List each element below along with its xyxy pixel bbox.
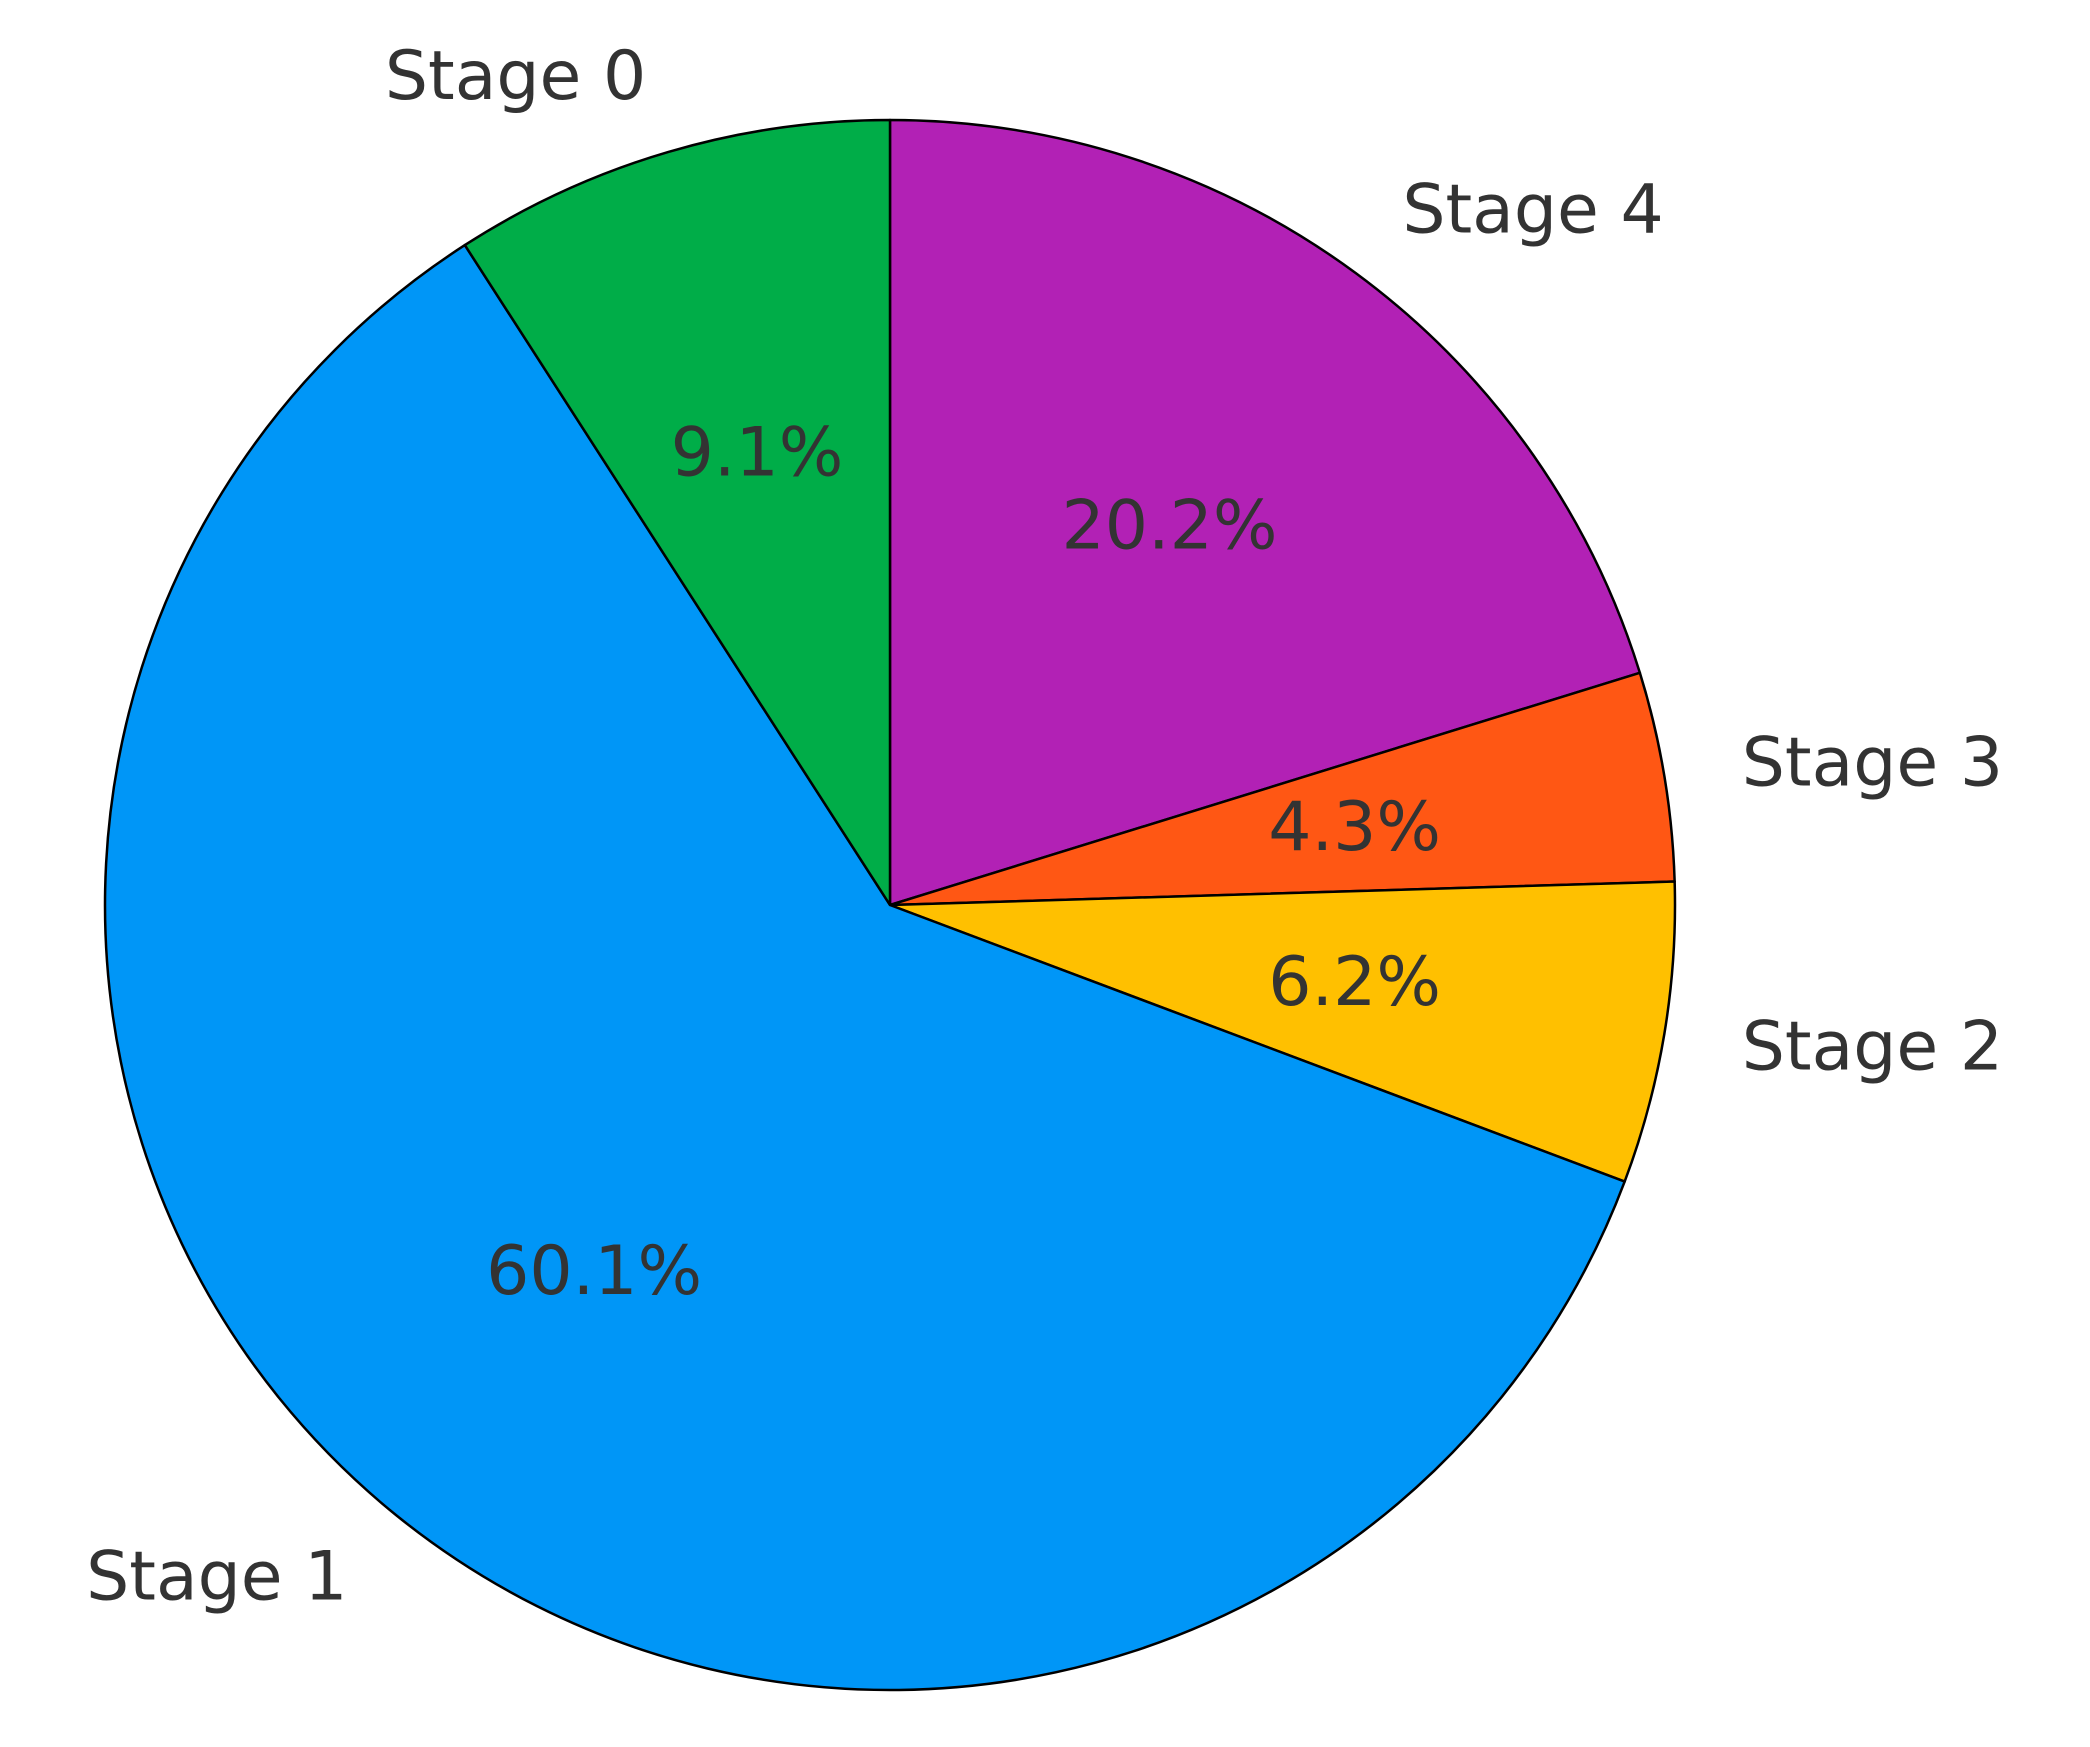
pie-slice-stage-0 [463,118,892,907]
percent-label-stage-4: 20.2% [1061,486,1277,565]
percent-label-stage-0: 9.1% [671,414,844,493]
category-label-stage-2: Stage 2 [1742,1007,2003,1086]
pie-slices [103,118,1677,1692]
percent-label-stage-1: 60.1% [486,1232,702,1311]
percent-label-stage-3: 4.3% [1268,788,1441,867]
category-label-stage-3: Stage 3 [1742,724,2003,803]
category-label-stage-0: Stage 0 [385,37,646,116]
pie-category-labels: Stage 4 Stage 3 Stage 2 Stage 1 Stage 0 [86,37,2003,1616]
category-label-stage-4: Stage 4 [1402,170,1663,249]
pie-percent-labels: 20.2% 4.3% 6.2% 60.1% 9.1% [486,414,1441,1311]
category-label-stage-1: Stage 1 [86,1537,347,1616]
pie-slice-stage-2 [888,880,1677,1183]
pie-slice-stage-3 [888,671,1676,907]
pie-slice-stage-1 [103,243,1626,1692]
pie-slice-stage-4 [888,118,1642,907]
percent-label-stage-2: 6.2% [1268,943,1441,1022]
